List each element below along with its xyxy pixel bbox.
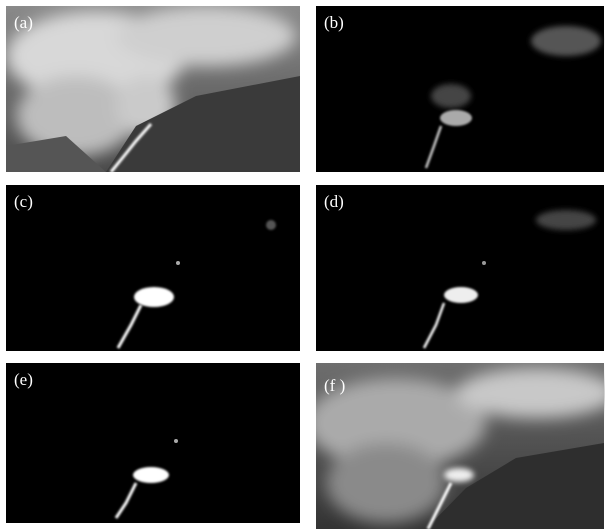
panel-label: (c): [14, 192, 33, 211]
panel-label: (e): [14, 370, 33, 389]
figure: (a) (b) (c) (d) (e): [0, 0, 605, 530]
panel-d: (d): [316, 185, 604, 352]
panel-c: (c): [6, 185, 300, 352]
panel-label: (f ): [324, 376, 345, 395]
panel-label: (b): [324, 13, 344, 32]
panel-a: (a): [6, 6, 300, 172]
panel-f: (f ): [306, 363, 605, 529]
panel-label: (d): [324, 192, 344, 211]
panel-e: (e): [6, 363, 300, 523]
panel-b: (b): [316, 6, 604, 172]
panel-label: (a): [14, 13, 33, 32]
